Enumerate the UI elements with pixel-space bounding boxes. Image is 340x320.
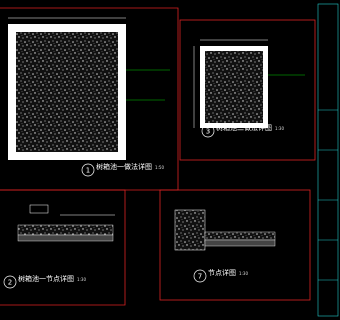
view-marker [3, 275, 17, 289]
plan-3 [193, 39, 305, 128]
view-scale: 1:30 [77, 277, 86, 282]
title-block [317, 3, 339, 317]
view-number: 7 [198, 273, 202, 281]
plan-1 [8, 17, 170, 160]
view-number: 2 [8, 279, 12, 287]
frames [0, 7, 316, 306]
view-title: 树箱池二做法详图 [216, 123, 272, 132]
section-7 [174, 209, 276, 251]
view-scale: 1:30 [239, 271, 248, 276]
view-title: 树箱池一做法详图 [96, 162, 152, 171]
view-number: 3 [206, 128, 210, 136]
view-marker [201, 124, 215, 138]
section-2 [17, 204, 115, 242]
view-scale: 1:50 [155, 165, 164, 170]
view-title: 树箱池一节点详图 [18, 274, 74, 283]
view-scale: 1:30 [275, 126, 284, 131]
view-marker [81, 163, 95, 177]
view-marker [193, 269, 207, 283]
view-title: 节点详图 [208, 268, 236, 277]
view-number: 1 [86, 167, 90, 175]
